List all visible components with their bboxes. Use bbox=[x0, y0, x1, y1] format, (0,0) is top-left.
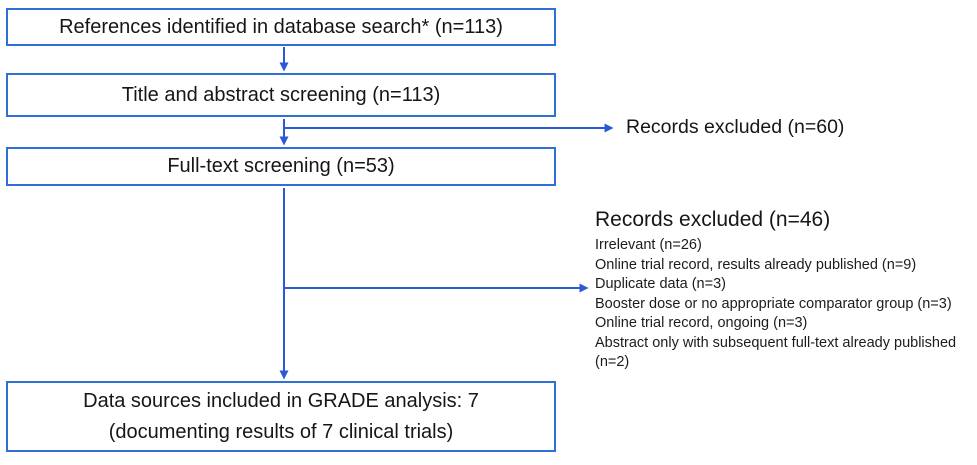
excluded-reason-duplicate-data: Duplicate data (n=3) bbox=[595, 276, 726, 292]
excluded-reason-irrelevant: Irrelevant (n=26) bbox=[595, 237, 702, 253]
label-records-excluded-60: Records excluded (n=60) bbox=[626, 116, 845, 138]
records-excluded-46-heading: Records excluded (n=46) bbox=[595, 208, 831, 231]
box-references-identified: References identified in database search… bbox=[6, 8, 556, 46]
box-title-abstract-screening: Title and abstract screening (n=113) bbox=[6, 73, 556, 117]
box-references-identified-label: References identified in database search… bbox=[59, 15, 503, 38]
box-grade-included-line1: Data sources included in GRADE analysis:… bbox=[83, 389, 479, 412]
excluded-reason-online-record-ongoing: Online trial record, ongoing (n=3) bbox=[595, 315, 808, 331]
box-grade-included-line2: (documenting results of 7 clinical trial… bbox=[108, 420, 454, 443]
excluded-reason-abstract-only: Abstract only with subsequent full-text … bbox=[595, 334, 957, 371]
box-full-text-screening: Full-text screening (n=53) bbox=[6, 147, 556, 186]
box-title-abstract-screening-label: Title and abstract screening (n=113) bbox=[121, 83, 441, 106]
excluded-reason-booster-dose: Booster dose or no appropriate comparato… bbox=[595, 295, 952, 312]
box-full-text-screening-label: Full-text screening (n=53) bbox=[167, 155, 395, 177]
records-excluded-46-block: Records excluded (n=46) Irrelevant (n=26… bbox=[595, 206, 977, 373]
box-grade-included: Data sources included in GRADE analysis:… bbox=[6, 381, 556, 452]
excluded-reason-online-record-published: Online trial record, results already pub… bbox=[595, 256, 917, 273]
